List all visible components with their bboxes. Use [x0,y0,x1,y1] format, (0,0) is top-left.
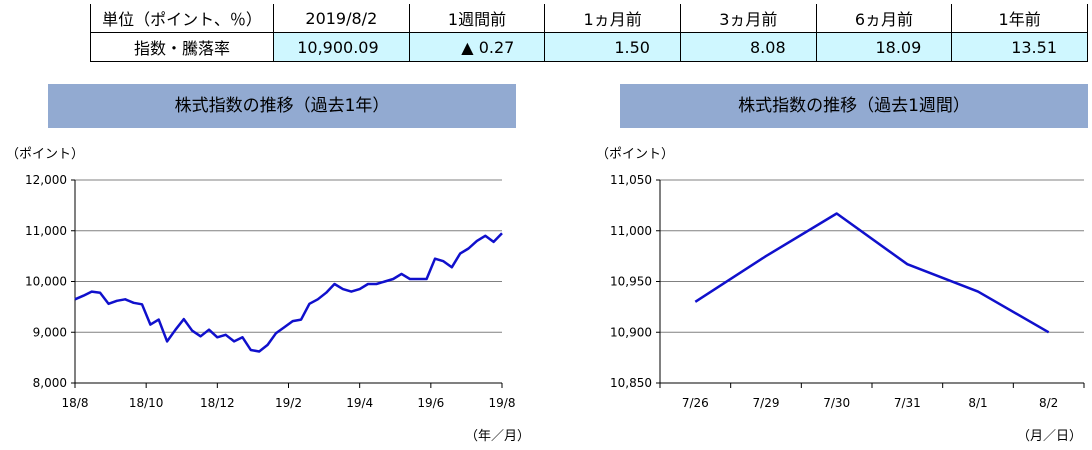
y-tick-label: 10,850 [610,376,652,390]
header-1week: 1週間前 [408,4,546,33]
y-axis-label: （ポイント） [596,147,674,162]
y-tick-label: 10,900 [610,325,652,339]
x-tick-label: 7/29 [753,396,780,410]
x-tick-label: 7/31 [894,396,921,410]
value-index: 10,900.09 [273,32,410,62]
row-label: 指数・騰落率 [90,32,274,62]
series-line [74,232,503,353]
header-1month: 1ヵ月前 [544,4,681,33]
value-1year: 13.51 [951,32,1088,62]
y-tick-label: 10,000 [25,275,67,289]
y-tick-label: 11,050 [610,173,652,187]
y-axis-label: （ポイント） [6,147,84,162]
x-tick-label: 19/6 [417,396,444,410]
x-axis-label: （年／月） [465,429,530,444]
header-unit: 単位（ポイント、％） [90,4,274,33]
y-tick-label: 8,000 [33,376,67,390]
series-line [694,212,1050,334]
x-tick-label: 18/8 [62,396,89,410]
x-tick-label: 18/10 [129,396,164,410]
x-tick-label: 7/26 [682,396,709,410]
chart-1week: （ポイント） 10,850 10,900 10,950 11,000 11,050 7/26… [596,147,1085,444]
chart2-title: 株式指数の推移（過去1週間） [620,84,1088,128]
y-tick-label: 10,950 [610,275,652,289]
y-tick-label: 9,000 [33,325,67,339]
value-1month: 1.50 [544,32,681,62]
chart1-title: 株式指数の推移（過去1年） [48,84,516,128]
value-1week: ▲ 0.27 [408,32,546,62]
x-tick-label: 19/8 [489,396,516,410]
x-tick-label: 8/1 [968,396,987,410]
header-date: 2019/8/2 [273,4,410,33]
x-axis-label: （月／日） [1017,429,1082,444]
summary-table: 単位（ポイント、％） 2019/8/2 1週間前 1ヵ月前 3ヵ月前 6ヵ月前 … [90,4,1088,62]
summary-values-row: 指数・騰落率 10,900.09 ▲ 0.27 1.50 8.08 18.09 … [90,32,1088,62]
chart-1year: （ポイント） 8,000 9,000 10,000 11,000 12,000 18/8 18… [6,147,530,444]
x-tick-label: 18/12 [200,396,235,410]
value-3months: 8.08 [679,32,817,62]
x-tick-label: 8/2 [1039,396,1058,410]
header-6months: 6ヵ月前 [815,4,953,33]
header-3months: 3ヵ月前 [679,4,817,33]
value-6months: 18.09 [815,32,953,62]
x-tick-label: 19/4 [346,396,373,410]
summary-header-row: 単位（ポイント、％） 2019/8/2 1週間前 1ヵ月前 3ヵ月前 6ヵ月前 … [90,4,1088,33]
header-1year: 1年前 [951,4,1088,33]
x-tick-label: 7/30 [823,396,850,410]
x-tick-label: 19/2 [275,396,302,410]
y-tick-label: 11,000 [610,224,652,238]
y-tick-label: 12,000 [25,173,67,187]
y-tick-label: 11,000 [25,224,67,238]
